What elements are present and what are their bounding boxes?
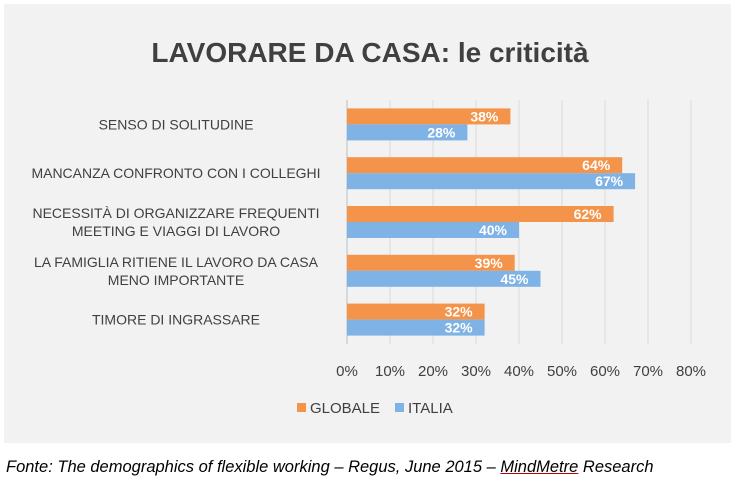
category-label: MENO IMPORTANTE (108, 272, 244, 288)
category-label: MANCANZA CONFRONTO CON I COLLEGHI (31, 165, 320, 181)
category-label: NECESSITÀ DI ORGANIZZARE FREQUENTI (32, 205, 319, 221)
data-label: 64% (582, 157, 611, 173)
legend: GLOBALE ITALIA (297, 400, 453, 417)
category-labels: SENSO DI SOLITUDINE MANCANZA CONFRONTO CO… (31, 116, 320, 327)
x-tick-label: 30% (461, 363, 491, 380)
x-tick-label: 40% (504, 363, 534, 380)
x-tick-label: 10% (375, 363, 405, 380)
legend-label: ITALIA (408, 400, 453, 417)
bar-italia (347, 270, 541, 287)
chart-title: LAVORARE DA CASA: le criticità (151, 37, 589, 68)
source-prefix: Fonte: The demographics of flexible work… (6, 458, 501, 476)
x-tick-label: 60% (590, 363, 620, 380)
data-label: 62% (574, 206, 603, 222)
category-label: TIMORE DI INGRASSARE (92, 312, 260, 328)
category-label: LA FAMIGLIA RITIENE IL LAVORO DA CASA (34, 254, 319, 270)
data-label: 40% (479, 222, 508, 238)
x-tick-label: 80% (676, 363, 706, 380)
bar-globale (347, 254, 515, 271)
source-suffix: Research (578, 458, 654, 476)
bar-italia (347, 124, 468, 141)
bar-globale (347, 206, 614, 222)
x-tick-label: 50% (547, 363, 577, 380)
x-axis-ticks: 0% 10% 20% 30% 40% 50% 60% 70% 80% (336, 363, 706, 380)
data-label: 38% (470, 108, 499, 124)
bar-italia (347, 319, 485, 336)
source-note: Fonte: The demographics of flexible work… (6, 458, 736, 477)
legend-swatch (297, 403, 306, 412)
data-label: 45% (500, 271, 529, 287)
category-label: MEETING E VIAGGI DI LAVORO (72, 223, 280, 239)
category-label: SENSO DI SOLITUDINE (99, 116, 254, 132)
x-tick-label: 70% (633, 363, 663, 380)
data-label: 39% (475, 255, 504, 271)
bar-globale (347, 157, 623, 174)
bar-italia (347, 173, 636, 190)
bar-italia (347, 222, 519, 238)
bar-globale (347, 303, 485, 320)
bar-globale (347, 108, 511, 125)
bar-chart: LAVORARE DA CASA: le criticità 38% 28% 64%… (31, 37, 706, 417)
bars: 38% 28% 64%67% 62% 40% 39%45% 32%32% (347, 108, 636, 336)
x-tick-label: 20% (418, 363, 448, 380)
data-label: 67% (595, 173, 624, 189)
data-label: 28% (427, 124, 456, 140)
x-tick-label: 0% (336, 363, 358, 380)
data-label: 32% (445, 304, 474, 320)
data-label: 32% (445, 320, 474, 336)
legend-swatch (395, 403, 404, 412)
source-underlined: MindMetre (500, 458, 579, 476)
legend-label: GLOBALE (310, 400, 380, 417)
chart-panel: LAVORARE DA CASA: le criticità 38% 28% 64%… (4, 4, 731, 443)
